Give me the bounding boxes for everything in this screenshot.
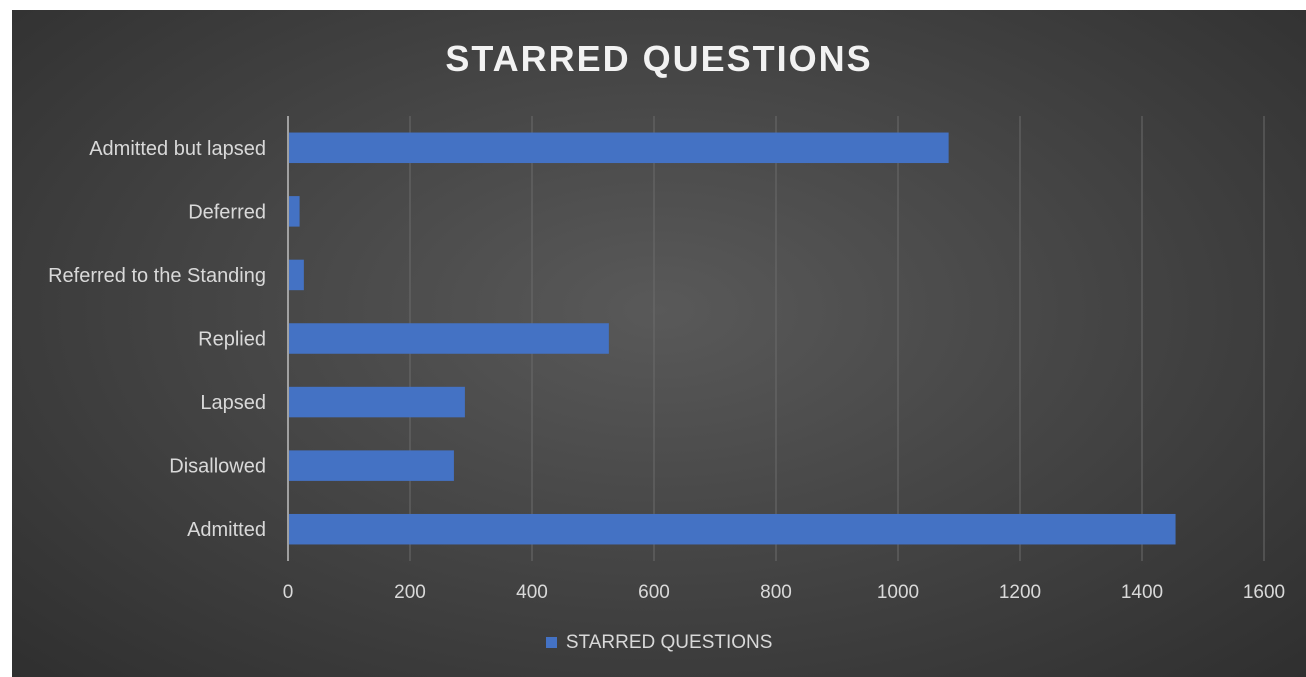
bar <box>289 513 1176 545</box>
x-tick-label: 800 <box>760 582 792 603</box>
bar <box>289 450 454 481</box>
x-tick-label: 1400 <box>1121 582 1163 603</box>
y-category-label: Disallowed <box>169 456 266 478</box>
bar <box>289 132 949 164</box>
legend: STARRED QUESTIONS <box>12 632 1306 654</box>
x-tick-label: 600 <box>638 582 670 603</box>
chart-plot: 0 200 400 600 800 1000 1200 1400 1600 Admitted Dis… <box>48 116 1285 603</box>
x-tick-label: 1000 <box>877 582 919 603</box>
y-category-label: Admitted <box>187 519 266 541</box>
x-tick-label: 400 <box>516 582 548 603</box>
y-category-label: Replied <box>198 329 266 351</box>
legend-swatch <box>545 637 557 648</box>
chart-area: STARRED QUESTIONS 0 200 400 600 800 1000 1200 1… <box>12 10 1306 677</box>
y-category-label: Admitted but lapsed <box>89 138 266 160</box>
bar <box>289 386 465 418</box>
x-tick-label: 1600 <box>1243 582 1285 603</box>
x-tick-label: 200 <box>394 582 426 603</box>
legend-label: STARRED QUESTIONS <box>565 632 773 653</box>
x-tick-label: 1200 <box>999 582 1041 603</box>
x-tick-label: 0 <box>283 582 294 603</box>
y-category-label: Deferred <box>188 201 266 223</box>
y-category-label: Lapsed <box>200 392 266 414</box>
y-category-label: Referred to the Standing <box>48 265 266 287</box>
bar <box>289 323 609 354</box>
bar <box>289 196 300 227</box>
chart-title: STARRED QUESTIONS <box>445 38 873 79</box>
bar <box>289 259 304 291</box>
